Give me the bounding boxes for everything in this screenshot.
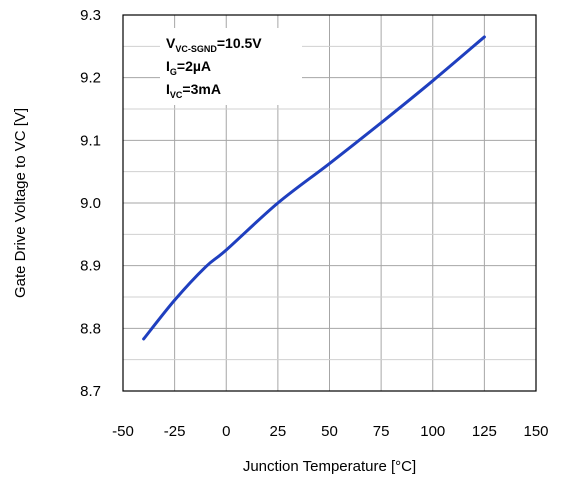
y-tick-label: 8.7	[80, 383, 101, 400]
x-tick-label: 125	[472, 423, 497, 440]
x-axis-title: Junction Temperature [°C]	[243, 458, 416, 475]
annotations: VVC-SGND=10.5V IG=2µA IVC=3mA	[166, 35, 262, 100]
annotation-line: IVC=3mA	[166, 81, 221, 100]
x-tick-label: 100	[420, 423, 445, 440]
annotation-line: VVC-SGND=10.5V	[166, 35, 262, 54]
x-tick-label: -50	[112, 423, 134, 440]
series-group	[142, 35, 486, 341]
y-tick-labels: 8.7 8.8 8.9 9.0 9.1 9.2 9.3	[80, 7, 101, 400]
series-line	[142, 35, 486, 341]
y-tick-label: 8.9	[80, 258, 101, 275]
y-tick-label: 9.1	[80, 132, 101, 149]
x-tick-label: 150	[523, 423, 548, 440]
x-tick-label: 75	[373, 423, 390, 440]
y-tick-label: 9.2	[80, 70, 101, 87]
annotation-line: IG=2µA	[166, 58, 211, 77]
x-tick-label: -25	[164, 423, 186, 440]
plot-area	[122, 14, 537, 392]
annotation-box	[160, 28, 302, 105]
plot-border	[122, 14, 537, 392]
y-tick-label: 8.8	[80, 320, 101, 337]
x-tick-label: 25	[270, 423, 287, 440]
x-tick-label: 0	[222, 423, 230, 440]
y-tick-label: 9.3	[80, 7, 101, 24]
y-tick-label: 9.0	[80, 195, 101, 212]
y-axis-title: Gate Drive Voltage to VC [V]	[12, 108, 29, 298]
x-tick-labels: -50 -25 0 25 50 75 100 125 150	[112, 423, 548, 440]
x-tick-label: 50	[321, 423, 338, 440]
